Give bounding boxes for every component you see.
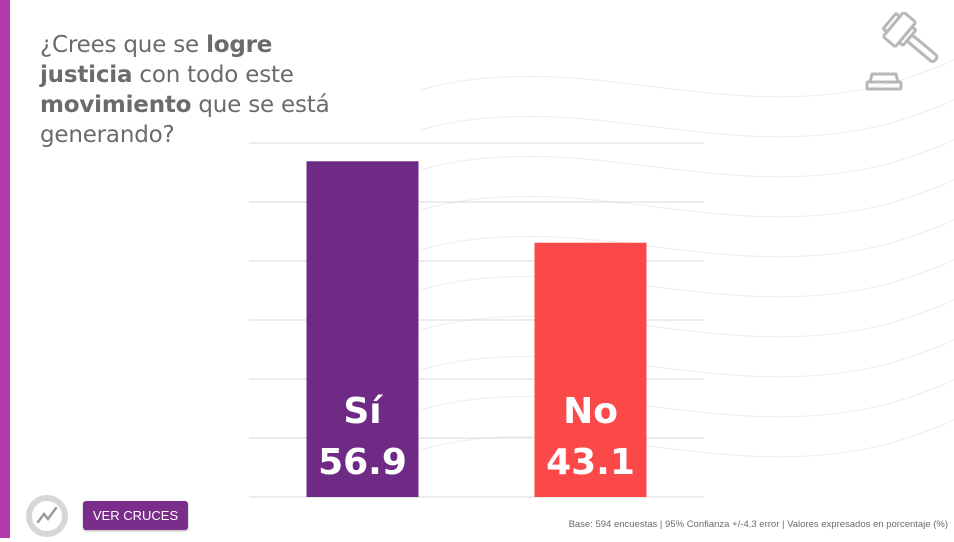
- gavel-icon: [865, 12, 939, 91]
- question-part: que se está generando?: [40, 92, 330, 148]
- bar-value-label: 56.9: [318, 442, 407, 483]
- question-part: justicia: [40, 62, 133, 88]
- question-part: movimiento: [40, 92, 192, 118]
- bar-category-label: No: [563, 391, 618, 432]
- footnote: Base: 594 encuestas | 95% Confianza +/-4…: [568, 519, 948, 530]
- question-part: ¿Crees que se: [40, 32, 207, 58]
- ver-cruces-button[interactable]: VER CRUCES: [83, 501, 188, 530]
- bar-category-label: Sí: [343, 391, 383, 432]
- brand-logo: [24, 492, 70, 538]
- question-part: con todo este: [132, 62, 294, 88]
- bar-si: [306, 161, 419, 498]
- bar-value-label: 43.1: [546, 442, 635, 483]
- accent-stripe: [0, 0, 10, 538]
- bar-no: [534, 242, 647, 497]
- question-part: logre: [206, 32, 273, 58]
- question-text: ¿Crees que se logre justicia con todo es…: [40, 30, 360, 150]
